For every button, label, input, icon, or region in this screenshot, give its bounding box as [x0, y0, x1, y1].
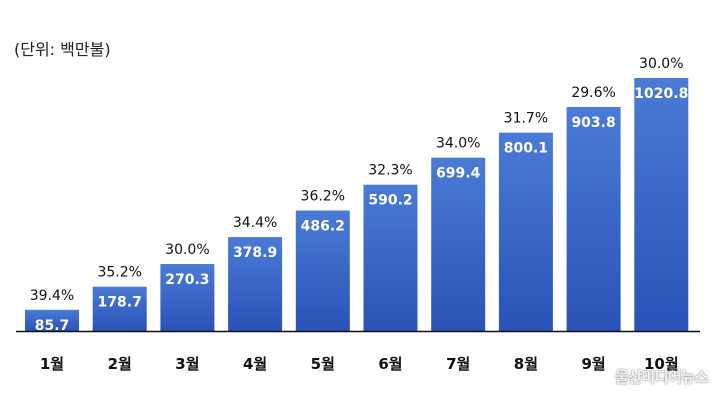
bar-10 — [634, 78, 689, 331]
pct-label-10: 30.0% — [639, 56, 683, 72]
x-tick-labels: 1월 2월 3월 4월 5월 6월 7월 8월 9월 10월 — [40, 355, 679, 373]
x-tick-label-4: 4월 — [243, 355, 267, 373]
pct-label-2: 35.2% — [97, 265, 141, 281]
bar-6 — [363, 184, 418, 331]
bar-7 — [431, 157, 486, 331]
pct-label-5: 36.2% — [301, 189, 345, 205]
pct-label-3: 30.0% — [165, 242, 209, 258]
x-tick-label-3: 3월 — [175, 355, 199, 373]
bar-2 — [92, 286, 147, 331]
watermark-logo: 울산미디어뉴스 — [614, 368, 709, 386]
bar-8 — [498, 132, 553, 331]
x-tick-label-6: 6월 — [378, 355, 402, 373]
pct-label-9: 29.6% — [571, 85, 615, 101]
x-tick-label-1: 1월 — [40, 355, 64, 373]
pct-label-1: 39.4% — [30, 288, 74, 304]
pct-label-7: 34.0% — [436, 136, 480, 152]
value-label-4: 378.9 — [233, 245, 277, 261]
x-tick-label-10: 10월 — [644, 355, 679, 373]
value-label-3: 270.3 — [165, 272, 209, 288]
x-tick-label-9: 9월 — [581, 355, 605, 373]
value-label-5: 486.2 — [301, 219, 345, 235]
value-label-9: 903.8 — [571, 115, 615, 131]
bar-3 — [160, 264, 215, 331]
value-label-1: 85.7 — [35, 318, 70, 334]
pct-label-4: 34.4% — [233, 215, 277, 231]
x-tick-label-5: 5월 — [311, 355, 335, 373]
pct-label-6: 32.3% — [368, 163, 412, 179]
bar-5 — [295, 210, 350, 331]
bar-4 — [228, 237, 283, 331]
value-label-2: 178.7 — [98, 295, 142, 311]
value-label-6: 590.2 — [368, 193, 412, 209]
value-label-8: 800.1 — [504, 141, 548, 157]
bar-1 — [25, 309, 79, 331]
labels-layer: 85.7 39.4% 178.7 35.2% 270.3 30.0% 378.9 34.4% 4… — [30, 56, 689, 334]
pct-label-8: 31.7% — [504, 111, 548, 127]
x-tick-label-7: 7월 — [446, 355, 470, 373]
x-tick-label-2: 2월 — [108, 355, 132, 373]
bar-9 — [566, 107, 621, 331]
unit-label: (단위: 백만불) — [14, 40, 111, 59]
bars-layer — [25, 78, 689, 331]
value-label-7: 699.4 — [436, 166, 481, 182]
x-tick-label-8: 8월 — [514, 355, 538, 373]
value-label-10: 1020.8 — [634, 86, 688, 102]
